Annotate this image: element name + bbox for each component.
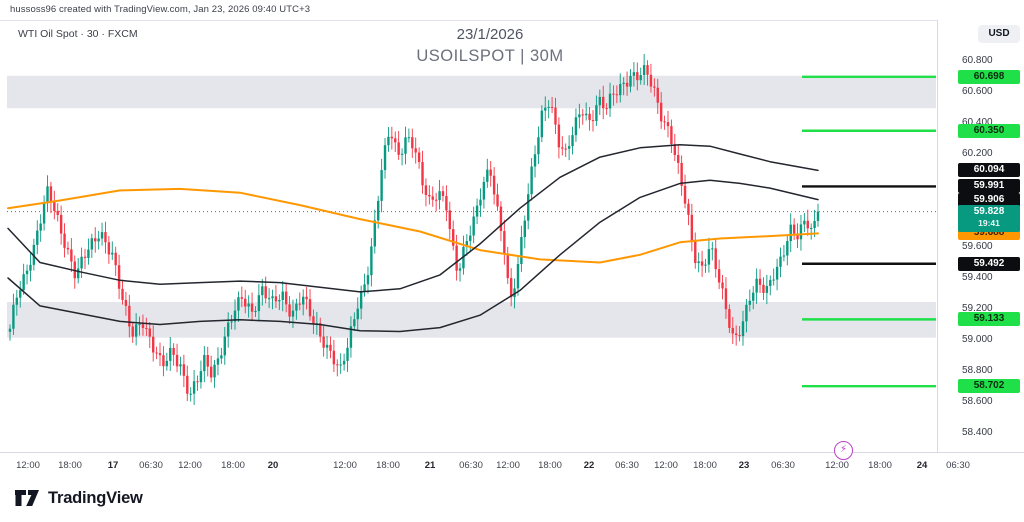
time-tick-label: 12:00 [496,460,520,471]
black-price-badge: 59.991 [958,179,1020,194]
time-tick-day-label: 23 [738,460,750,471]
time-tick-label: 18:00 [58,460,82,471]
black-price-badge: 60.094 [958,163,1020,178]
attribution-text: hussoss96 created with TradingView.com, … [10,4,311,15]
time-axis[interactable]: 12:00 18:00 17 06:30 12:00 18:00 20 12:00 18:00 2… [0,452,1024,479]
time-tick-label: 12:00 [654,460,678,471]
ma-dark-slow [7,179,819,333]
time-tick-label: 06:30 [139,460,163,471]
green-price-badge: 59.133 [958,312,1020,327]
price-tick-label: 59.200 [962,303,993,314]
price-tick-label: 60.200 [962,148,993,159]
ma-orange [7,187,819,264]
price-tick-label: 58.400 [962,427,993,438]
price-tick-label: 59.000 [962,334,993,345]
supply-demand-zone [7,302,936,338]
current-price-value: 59.828 [973,205,1005,217]
green-price-badge: 60.698 [958,69,1020,84]
currency-unit-button[interactable]: USD [978,25,1020,43]
green-price-badge: 58.702 [958,379,1020,394]
time-tick-label: 18:00 [538,460,562,471]
tradingview-logo-text: TradingView [48,488,143,507]
price-tick-label: 59.400 [962,272,993,283]
time-tick-day-label: 21 [424,460,436,471]
time-tick-label: 12:00 [333,460,357,471]
ma-dark-fast [7,143,819,293]
price-tick-label: 60.800 [962,55,993,66]
bar-countdown: 19:41 [978,217,1000,228]
current-price-badge: 59.828 19:41 [958,204,1020,232]
price-tick-label: 59.600 [962,241,993,252]
time-tick-label: 12:00 [16,460,40,471]
symbol-info: WTI Oil Spot · 30 · FXCM [18,28,138,40]
footer-bar: TradingView [0,478,1024,522]
black-price-badge: 59.906 [958,192,1020,207]
flash-icon[interactable]: ⚡ [834,441,853,460]
time-tick-label: 06:30 [771,460,795,471]
time-tick-day-label: 24 [916,460,928,471]
supply-demand-zone [7,75,936,109]
price-tick-label: 58.800 [962,365,993,376]
price-tick-label: 58.600 [962,396,993,407]
time-tick-day-label: 17 [107,460,119,471]
time-tick-label: 12:00 [825,460,849,471]
time-tick-label: 18:00 [221,460,245,471]
price-tick-label: 60.400 [962,117,993,128]
time-tick-label: 18:00 [693,460,717,471]
time-tick-label: 06:30 [946,460,970,471]
header-divider [0,20,1024,21]
price-tick-label: 60.600 [962,86,993,97]
time-tick-label: 18:00 [868,460,892,471]
price-axis[interactable]: USD 60.800 60.600 60.400 60.200 59.600 59.400… [937,20,1024,452]
chart-pane[interactable] [0,20,937,452]
tradingview-logo-icon [15,490,39,506]
black-price-badge: 59.492 [958,256,1020,271]
time-tick-label: 06:30 [459,460,483,471]
time-tick-label: 18:00 [376,460,400,471]
time-tick-label: 12:00 [178,460,202,471]
time-tick-day-label: 20 [267,460,279,471]
tradingview-logo[interactable]: TradingView [14,487,143,509]
candlestick-series [8,53,820,405]
time-tick-day-label: 22 [583,460,595,471]
green-price-badge: 60.350 [958,123,1020,138]
time-tick-label: 06:30 [615,460,639,471]
